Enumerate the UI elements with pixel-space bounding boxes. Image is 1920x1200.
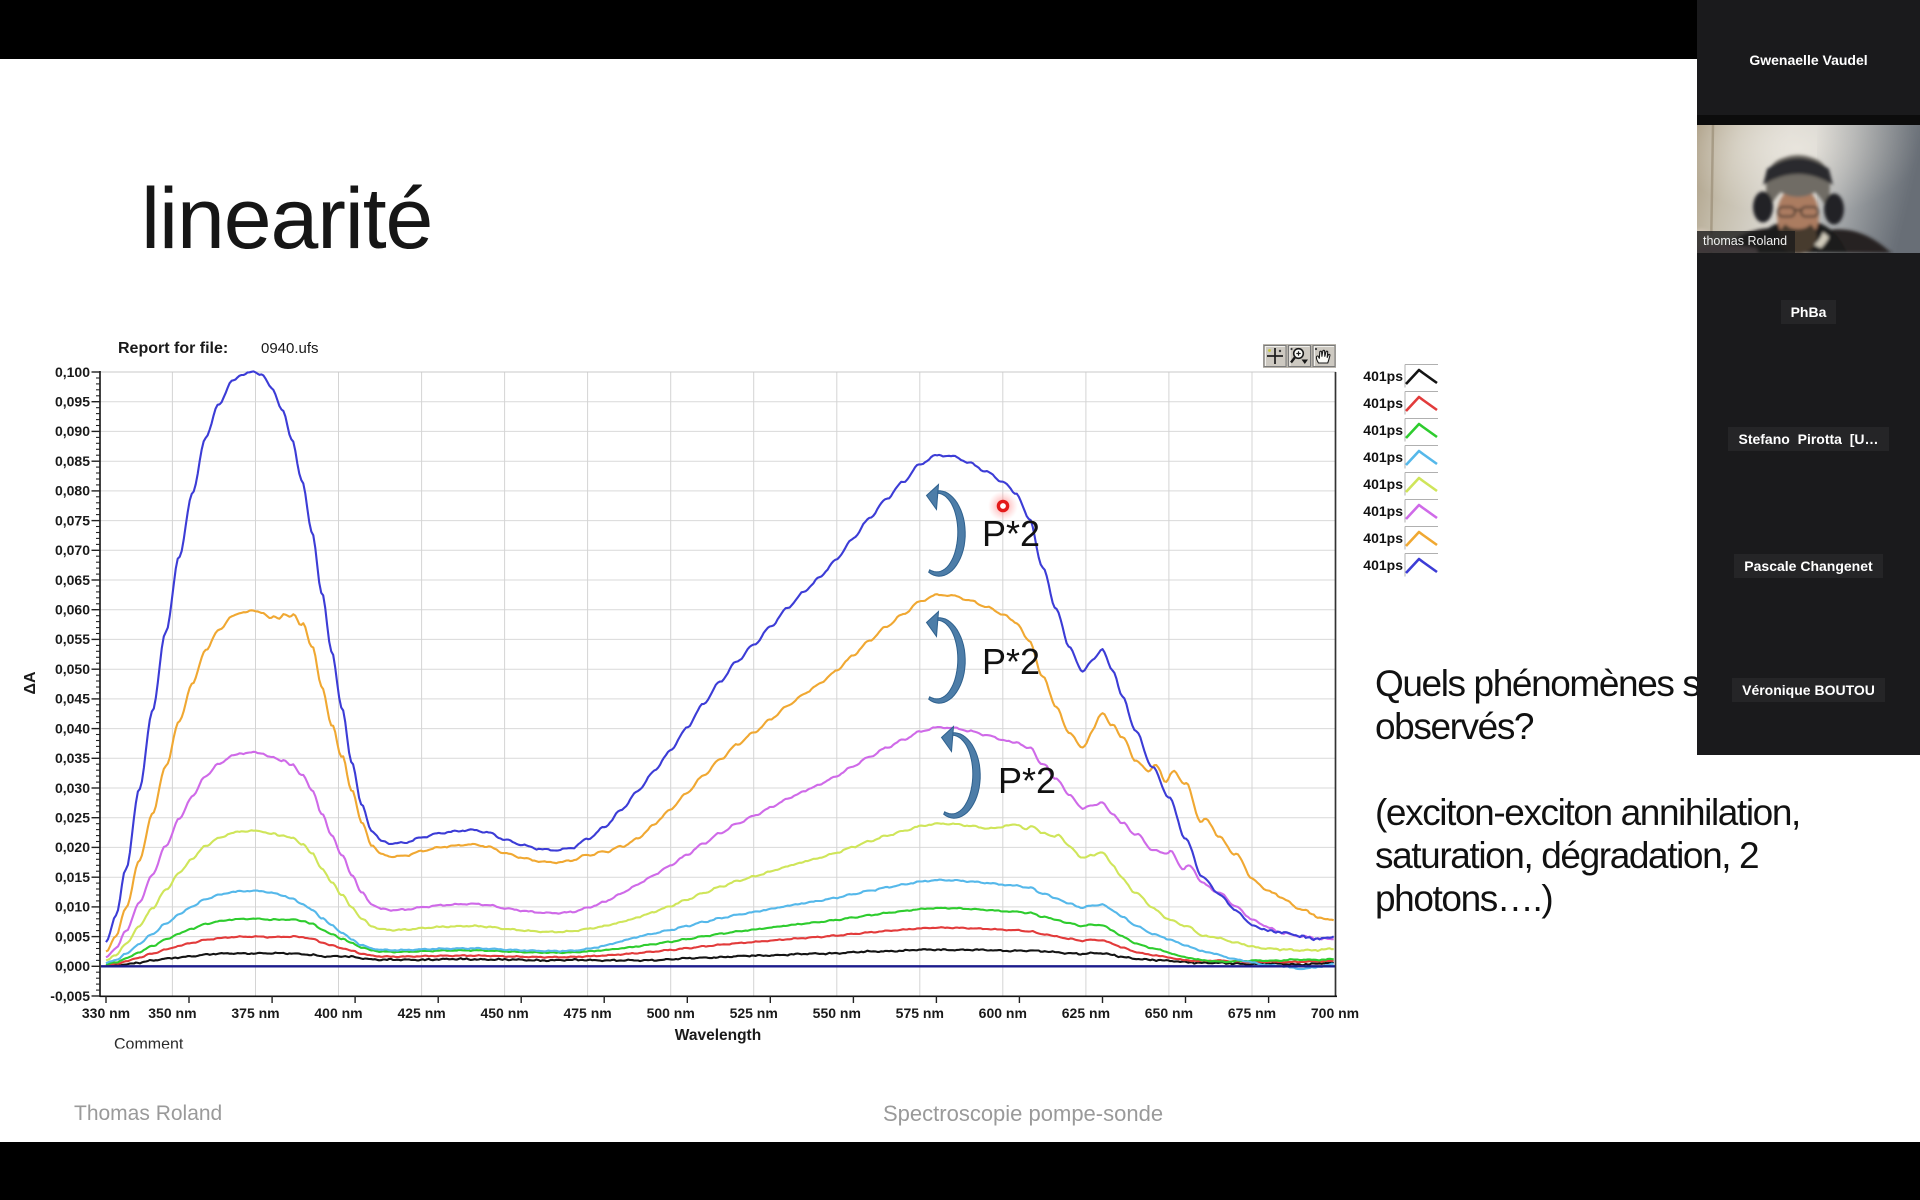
svg-text:0,055: 0,055 [55,631,90,647]
svg-text:0,010: 0,010 [55,899,90,915]
svg-text:0,030: 0,030 [55,780,90,796]
svg-text:401ps: 401ps [1363,368,1403,384]
svg-text:0,015: 0,015 [55,869,90,885]
svg-text:0940.ufs: 0940.ufs [261,340,319,357]
svg-text:425 nm: 425 nm [397,1005,445,1021]
svg-text:P*2: P*2 [982,513,1040,554]
svg-text:401ps: 401ps [1363,449,1403,465]
svg-text:330 nm: 330 nm [82,1005,130,1021]
svg-text:0,070: 0,070 [55,542,90,558]
svg-text:0,075: 0,075 [55,512,90,528]
svg-text:675 nm: 675 nm [1228,1005,1276,1021]
svg-text:Wavelength: Wavelength [675,1027,761,1044]
svg-text:0,005: 0,005 [55,928,90,944]
svg-text:401ps: 401ps [1363,476,1403,492]
svg-text:0,080: 0,080 [55,483,90,499]
svg-text:625 nm: 625 nm [1062,1005,1110,1021]
svg-text:525 nm: 525 nm [730,1005,778,1021]
svg-text:700 nm: 700 nm [1311,1005,1359,1021]
svg-text:P*2: P*2 [982,641,1040,682]
svg-text:0,020: 0,020 [55,839,90,855]
svg-text:401ps: 401ps [1363,557,1403,573]
svg-text:0,045: 0,045 [55,691,90,707]
svg-text:0,040: 0,040 [55,720,90,736]
svg-text:0,000: 0,000 [55,958,90,974]
svg-text:Report for file:: Report for file: [118,340,228,357]
svg-text:0,060: 0,060 [55,602,90,618]
svg-text:550 nm: 550 nm [813,1005,861,1021]
svg-text:375 nm: 375 nm [231,1005,279,1021]
svg-text:401ps: 401ps [1363,422,1403,438]
svg-text:401ps: 401ps [1363,503,1403,519]
svg-text:401ps: 401ps [1363,395,1403,411]
svg-text:ΔA: ΔA [22,671,39,695]
svg-text:0,100: 0,100 [55,364,90,380]
svg-text:0,065: 0,065 [55,572,90,588]
svg-text:650 nm: 650 nm [1145,1005,1193,1021]
svg-text:475 nm: 475 nm [563,1005,611,1021]
svg-text:500 nm: 500 nm [647,1005,695,1021]
svg-text:575 nm: 575 nm [896,1005,944,1021]
svg-text:0,085: 0,085 [55,453,90,469]
svg-text:P*2: P*2 [998,760,1056,801]
svg-text:350 nm: 350 nm [148,1005,196,1021]
svg-text:0,095: 0,095 [55,394,90,410]
svg-text:0,090: 0,090 [55,423,90,439]
svg-text:0,050: 0,050 [55,661,90,677]
svg-text:401ps: 401ps [1363,530,1403,546]
svg-text:0,025: 0,025 [55,810,90,826]
svg-text:450 nm: 450 nm [480,1005,528,1021]
svg-text:600 nm: 600 nm [979,1005,1027,1021]
svg-text:400 nm: 400 nm [314,1005,362,1021]
svg-text:0,035: 0,035 [55,750,90,766]
svg-text:-0,005: -0,005 [50,988,90,1004]
